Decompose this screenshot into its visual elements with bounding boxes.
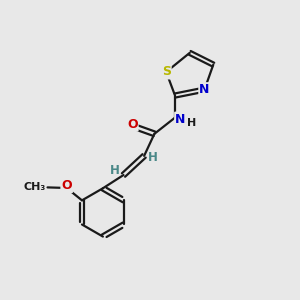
Text: N: N (175, 112, 185, 126)
Text: H: H (148, 151, 158, 164)
Text: N: N (199, 83, 210, 96)
Text: O: O (61, 179, 72, 192)
Text: H: H (187, 118, 196, 128)
Text: O: O (127, 118, 138, 130)
Text: H: H (110, 164, 120, 177)
Text: S: S (162, 65, 171, 79)
Text: CH₃: CH₃ (24, 182, 46, 192)
